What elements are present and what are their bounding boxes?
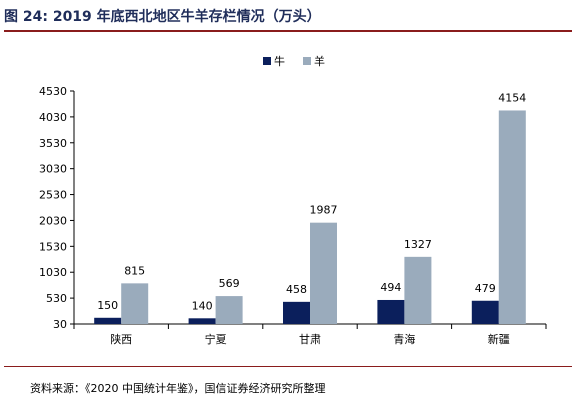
y-tick-label-3: 1530 bbox=[39, 240, 67, 253]
footer-divider bbox=[4, 366, 572, 367]
y-tick-label-2: 1030 bbox=[39, 266, 67, 279]
data-label-2-3: 1327 bbox=[404, 238, 432, 251]
y-tick-label-8: 4030 bbox=[39, 111, 67, 124]
legend-swatch-1 bbox=[263, 57, 271, 65]
y-tick-label-5: 2530 bbox=[39, 189, 67, 202]
y-tick-label-7: 3530 bbox=[39, 137, 67, 150]
x-tick-label-3: 青海 bbox=[393, 332, 415, 346]
bar-1-4 bbox=[471, 300, 499, 324]
data-label-1-2: 458 bbox=[286, 283, 307, 296]
bar-2-3 bbox=[404, 256, 432, 324]
bar-2-1 bbox=[215, 296, 243, 324]
y-tick-label-6: 3030 bbox=[39, 163, 67, 176]
x-tick-label-4: 新疆 bbox=[488, 332, 510, 346]
bar-2-0 bbox=[121, 283, 149, 324]
data-label-1-1: 140 bbox=[192, 299, 213, 312]
source-note: 资料来源：《2020 中国统计年鉴》，国信证券经济研究所整理 bbox=[30, 382, 326, 395]
data-label-1-4: 479 bbox=[475, 282, 496, 295]
legend: 牛羊 bbox=[263, 54, 325, 68]
y-tick-label-0: 30 bbox=[53, 318, 67, 331]
x-axis: 陕西 宁夏 甘肃 青海 新疆 bbox=[73, 323, 547, 346]
bar-1-1 bbox=[188, 318, 216, 324]
y-tick-label-1: 530 bbox=[46, 292, 67, 305]
y-tick-label-9: 4530 bbox=[39, 85, 67, 98]
data-label-2-2: 1987 bbox=[310, 204, 338, 217]
legend-label-2: 羊 bbox=[314, 54, 325, 68]
data-label-1-0: 150 bbox=[97, 299, 118, 312]
bar-1-2 bbox=[283, 301, 310, 324]
data-label-2-1: 569 bbox=[219, 277, 240, 290]
bar-1-3 bbox=[377, 299, 405, 324]
x-tick-label-2: 甘肃 bbox=[299, 333, 321, 346]
x-tick-label-1: 宁夏 bbox=[205, 332, 227, 346]
data-label-2-4: 4154 bbox=[498, 91, 526, 104]
y-tick-label-4: 2030 bbox=[39, 214, 67, 227]
y-axis: 30 530 1030 1530 2030 2530 3030 3530 4030 4530 bbox=[39, 85, 75, 331]
data-labels: 150 815 140 569 458 1987 494 1327 479 4154 bbox=[97, 91, 526, 312]
bar-2-4 bbox=[498, 110, 526, 324]
x-tick-label-0: 陕西 bbox=[110, 332, 132, 346]
title-divider bbox=[4, 30, 572, 32]
data-label-1-3: 494 bbox=[380, 281, 401, 294]
legend-swatch-2 bbox=[303, 57, 311, 65]
bar-2-2 bbox=[310, 222, 337, 324]
bars bbox=[94, 110, 526, 324]
bar-1-0 bbox=[94, 317, 122, 324]
figure-title: 图 24: 2019 年底西北地区牛羊存栏情况（万头） bbox=[4, 9, 321, 25]
data-label-2-0: 815 bbox=[124, 264, 145, 277]
legend-label-1: 牛 bbox=[274, 54, 285, 68]
